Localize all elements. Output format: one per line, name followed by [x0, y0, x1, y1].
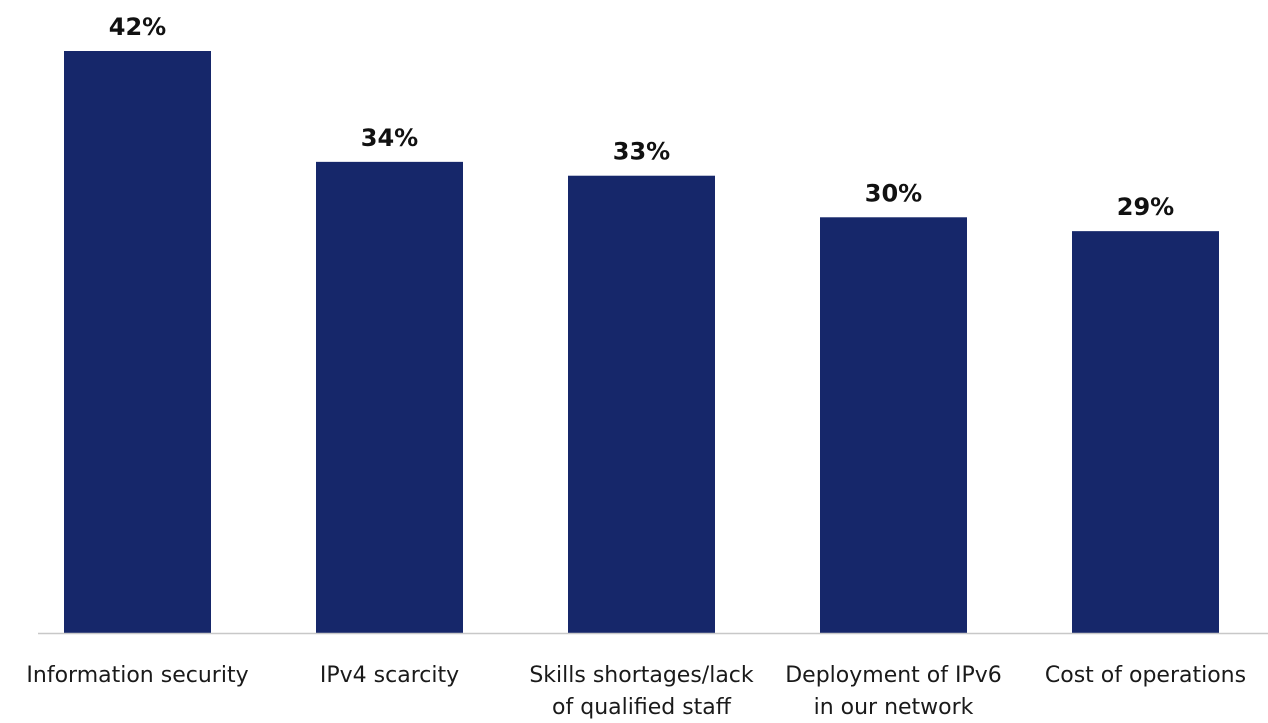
bar-1: [316, 161, 463, 633]
value-label-0: 42%: [109, 13, 166, 41]
value-label-1: 34%: [361, 124, 418, 152]
value-label-3: 30%: [865, 179, 922, 207]
bar-2: [568, 175, 715, 633]
category-label-0-line-0: Information security: [26, 663, 248, 688]
value-label-2: 33%: [613, 138, 670, 166]
category-label-2-line-0: Skills shortages/lack: [529, 663, 754, 688]
bar-4: [1072, 231, 1219, 633]
value-labels-group: 42% 34% 33% 30% 29%: [109, 13, 1174, 221]
bar-3: [820, 217, 967, 634]
category-label-4-line-0: Cost of operations: [1045, 663, 1246, 688]
category-label-2-line-1: of qualified staff: [552, 695, 732, 720]
category-label-1-line-0: IPv4 scarcity: [320, 663, 459, 688]
category-label-3-line-0: Deployment of IPv6: [785, 663, 1002, 688]
category-labels-group: Information security IPv4 scarcity Skills …: [26, 663, 1246, 720]
bar-0: [64, 51, 211, 633]
category-label-3-line-1: in our network: [814, 695, 974, 720]
bars-group: [64, 51, 1219, 634]
value-label-4: 29%: [1117, 193, 1174, 221]
